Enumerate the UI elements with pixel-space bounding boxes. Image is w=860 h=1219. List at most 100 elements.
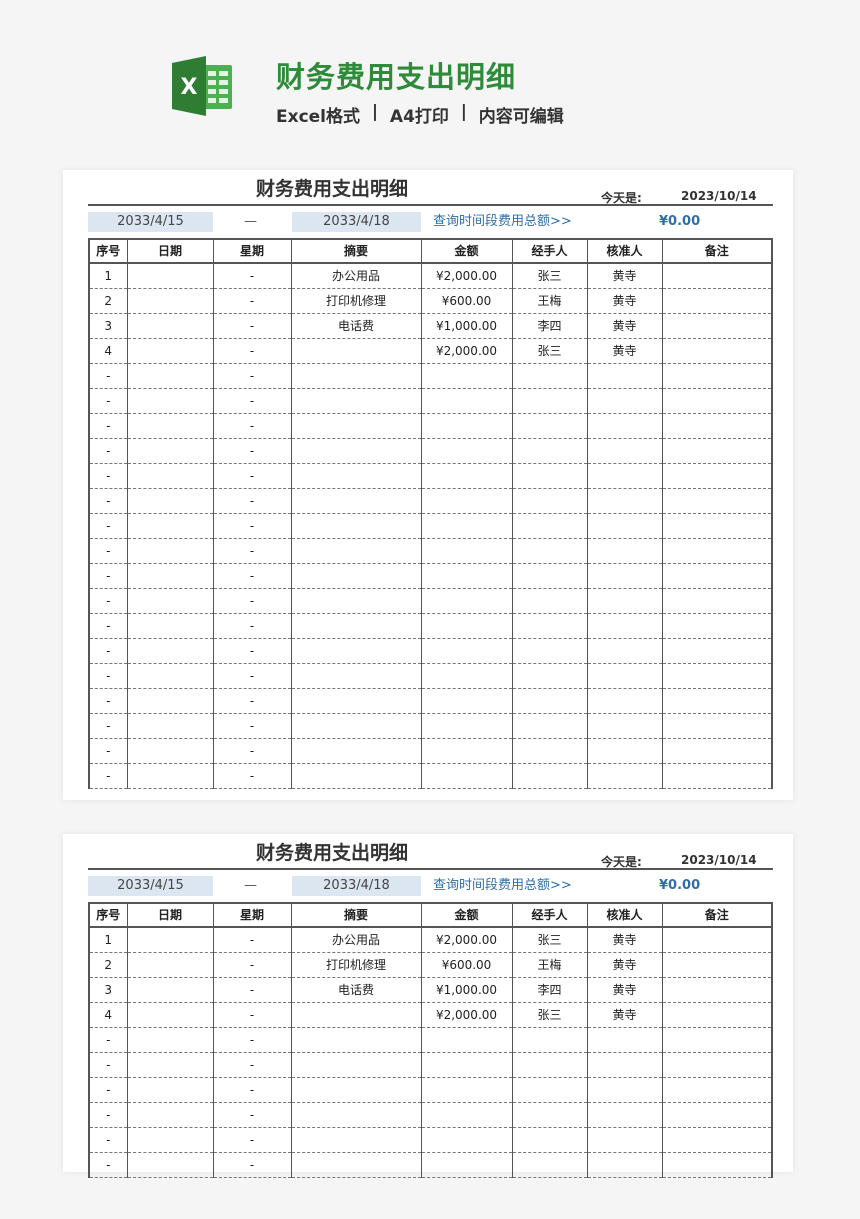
table-cell[interactable]: - [212,438,292,464]
table-cell[interactable] [661,588,773,614]
table-cell[interactable]: - [212,538,292,564]
table-cell[interactable] [290,663,422,689]
table-cell[interactable]: ¥2,000.00 [420,1002,513,1028]
table-cell[interactable] [126,1127,214,1153]
table-cell[interactable] [661,488,773,514]
table-cell[interactable] [420,688,513,714]
table-cell[interactable] [511,638,588,664]
table-cell[interactable]: - [212,413,292,439]
table-cell[interactable] [511,613,588,639]
table-cell[interactable] [126,613,214,639]
table-cell[interactable]: 打印机修理 [290,952,422,978]
table-cell[interactable]: 3 [88,977,128,1003]
table-cell[interactable] [511,688,588,714]
table-cell[interactable] [290,338,422,364]
table-cell[interactable] [290,438,422,464]
table-cell[interactable] [420,713,513,739]
table-cell[interactable] [586,363,663,389]
table-cell[interactable] [420,613,513,639]
table-cell[interactable]: - [212,977,292,1003]
table-cell[interactable] [586,738,663,764]
table-cell[interactable] [420,413,513,439]
table-cell[interactable]: - [212,488,292,514]
table-cell[interactable]: - [88,1052,128,1078]
table-cell[interactable] [661,763,773,789]
table-cell[interactable] [290,763,422,789]
table-cell[interactable]: - [88,1102,128,1128]
table-cell[interactable] [420,763,513,789]
table-cell[interactable] [290,1077,422,1103]
table-cell[interactable]: 电话费 [290,313,422,339]
table-cell[interactable] [661,613,773,639]
table-cell[interactable]: 2 [88,288,128,314]
table-cell[interactable] [126,1027,214,1053]
table-cell[interactable] [586,513,663,539]
table-cell[interactable] [511,1027,588,1053]
table-cell[interactable] [290,1127,422,1153]
table-cell[interactable]: 黄寺 [586,977,663,1003]
table-cell[interactable]: 打印机修理 [290,288,422,314]
table-cell[interactable] [586,463,663,489]
table-cell[interactable] [126,363,214,389]
table-cell[interactable] [420,463,513,489]
table-cell[interactable]: - [88,563,128,589]
table-cell[interactable] [586,1127,663,1153]
table-cell[interactable] [511,413,588,439]
table-cell[interactable]: 张三 [511,1002,588,1028]
table-cell[interactable] [661,688,773,714]
table-cell[interactable] [586,588,663,614]
table-cell[interactable] [661,638,773,664]
table-cell[interactable] [661,438,773,464]
table-cell[interactable]: - [212,1077,292,1103]
table-cell[interactable] [661,263,773,289]
table-cell[interactable] [126,388,214,414]
table-cell[interactable]: - [88,538,128,564]
table-cell[interactable] [420,438,513,464]
table-cell[interactable] [661,388,773,414]
table-cell[interactable] [586,438,663,464]
table-cell[interactable] [511,488,588,514]
table-cell[interactable] [511,513,588,539]
table-cell[interactable] [290,1152,422,1178]
table-cell[interactable] [290,713,422,739]
table-cell[interactable]: 王梅 [511,288,588,314]
table-cell[interactable] [661,413,773,439]
table-cell[interactable] [126,663,214,689]
table-cell[interactable]: 王梅 [511,952,588,978]
table-cell[interactable]: - [212,663,292,689]
table-cell[interactable]: ¥2,000.00 [420,263,513,289]
table-cell[interactable] [126,263,214,289]
table-cell[interactable]: 电话费 [290,977,422,1003]
table-cell[interactable] [290,1102,422,1128]
table-cell[interactable] [420,588,513,614]
table-cell[interactable] [420,388,513,414]
start-date-field[interactable]: 2033/4/15 [88,876,213,896]
table-cell[interactable]: - [212,288,292,314]
table-cell[interactable]: - [88,463,128,489]
table-cell[interactable] [126,463,214,489]
table-cell[interactable] [290,463,422,489]
table-cell[interactable]: 黄寺 [586,313,663,339]
table-cell[interactable] [420,663,513,689]
table-cell[interactable] [290,363,422,389]
table-cell[interactable]: 黄寺 [586,952,663,978]
table-cell[interactable]: - [212,1002,292,1028]
query-total-link[interactable]: 查询时间段费用总额>> [433,214,572,229]
table-cell[interactable]: - [212,263,292,289]
table-cell[interactable] [661,313,773,339]
table-cell[interactable] [661,952,773,978]
table-cell[interactable] [511,388,588,414]
table-cell[interactable]: - [88,638,128,664]
table-cell[interactable]: 3 [88,313,128,339]
table-cell[interactable]: - [88,688,128,714]
table-cell[interactable]: 李四 [511,977,588,1003]
table-cell[interactable]: - [212,338,292,364]
table-cell[interactable] [126,1002,214,1028]
table-cell[interactable] [420,513,513,539]
table-cell[interactable]: - [88,513,128,539]
table-cell[interactable] [586,688,663,714]
table-cell[interactable] [511,1077,588,1103]
table-cell[interactable] [290,388,422,414]
table-cell[interactable] [661,738,773,764]
table-cell[interactable]: - [212,738,292,764]
